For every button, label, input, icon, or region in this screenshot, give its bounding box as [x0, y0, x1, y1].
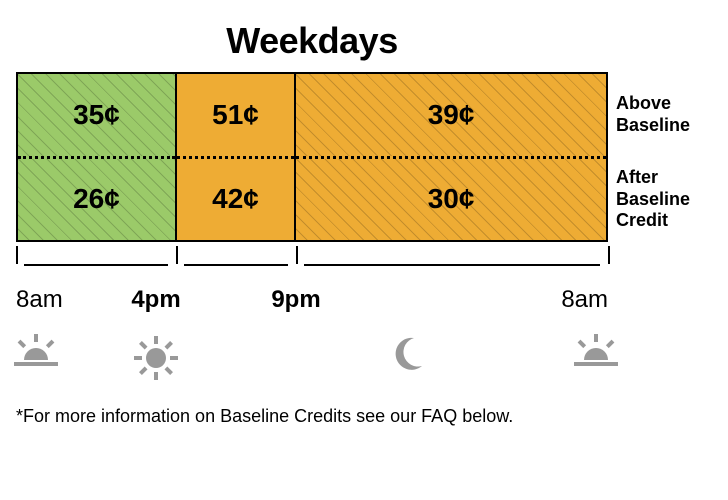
chart-row: 35¢ 26¢ 51¢ 42¢ 39¢ 30¢ Above Baseline After … — [16, 72, 712, 242]
rate-value: 51¢ — [212, 99, 259, 131]
time-axis-labels: 8am 4pm 9pm 8am — [16, 286, 608, 316]
rate-value: 42¢ — [212, 183, 259, 215]
chart-title: Weekdays — [16, 20, 608, 62]
tick-mark — [296, 246, 298, 264]
rate-value: 35¢ — [73, 99, 120, 131]
cell-night-below: 30¢ — [296, 156, 606, 241]
moon-icon — [386, 334, 426, 379]
time-axis-ticks — [16, 252, 608, 280]
cell-morning-below: 26¢ — [18, 156, 175, 241]
tick-segment — [304, 264, 600, 266]
sunrise-icon — [14, 334, 58, 375]
cell-night-above: 39¢ — [296, 74, 606, 156]
time-label: 9pm — [271, 286, 320, 314]
tick-mark — [608, 246, 610, 264]
cell-morning-above: 35¢ — [18, 74, 175, 156]
row-label-above: Above Baseline — [616, 72, 706, 157]
row-labels: Above Baseline After Baseline Credit — [616, 72, 706, 242]
time-label: 8am — [561, 286, 608, 314]
cell-peak-below: 42¢ — [177, 156, 294, 241]
cell-peak-above: 51¢ — [177, 74, 294, 156]
rate-value: 39¢ — [428, 99, 475, 131]
time-icons-row — [16, 334, 608, 384]
tick-mark — [16, 246, 18, 264]
tick-mark — [176, 246, 178, 264]
tick-segment — [24, 264, 168, 266]
row-label-below: After Baseline Credit — [616, 157, 706, 242]
sun-icon — [132, 334, 180, 387]
tick-segment — [184, 264, 288, 266]
period-night: 39¢ 30¢ — [296, 74, 606, 240]
sunrise-icon — [574, 334, 618, 375]
rate-value: 30¢ — [428, 183, 475, 215]
rate-value: 26¢ — [73, 183, 120, 215]
time-label: 4pm — [131, 286, 180, 314]
rate-chart: 35¢ 26¢ 51¢ 42¢ 39¢ 30¢ — [16, 72, 608, 242]
footnote: *For more information on Baseline Credit… — [16, 406, 712, 427]
period-morning: 35¢ 26¢ — [18, 74, 177, 240]
time-label: 8am — [16, 286, 63, 314]
period-peak: 51¢ 42¢ — [177, 74, 296, 240]
